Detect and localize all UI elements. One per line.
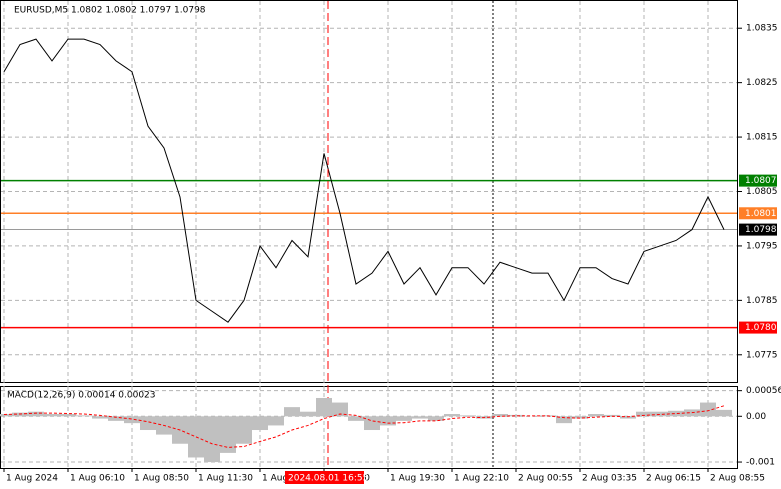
histogram-bar [252,416,268,431]
histogram-bar [60,414,76,417]
histogram-bar [76,415,92,417]
price-line [3,38,725,323]
histogram-bar [28,411,44,417]
histogram-bar [620,416,636,419]
histogram-bar [316,397,332,417]
crosshair-label: 2024.08.01 16:55 [288,474,368,484]
x-tick-label: 50 [359,474,371,484]
histogram-bar [412,416,428,419]
level-label: 1.0780 [745,323,777,333]
y-tick-label: 1.0795 [746,241,778,251]
histogram-bar [700,402,716,417]
histogram-bar [572,416,588,419]
x-tick-label: 2 Aug 08:55 [710,474,765,484]
x-tick-label: 1 Aug [262,474,288,484]
x-tick-label: 2 Aug 00:55 [518,474,573,484]
y-tick-label: 0.00056 [746,386,781,396]
level-label-bg [739,207,777,220]
histogram-bar [124,416,140,424]
x-tick-label: 2 Aug 06:15 [646,474,701,484]
macd-title: MACD(12,26,9) 0.00014 0.00023 [7,391,156,401]
histogram-bar [236,416,252,444]
histogram-bar [348,416,364,421]
histogram-bar [716,409,732,417]
histogram-bar [428,416,444,421]
level-label-bg [739,321,777,334]
histogram-bar [556,416,572,424]
y-tick-label: -0.001 [746,458,775,468]
histogram-bar [108,416,124,421]
level-label-bg [739,223,777,236]
level-label-bg [739,174,777,187]
level-label: 1.0801 [745,209,777,219]
histogram-bar [444,414,460,417]
histogram-bar [0,414,12,417]
histogram-bar [220,416,236,453]
histogram-bar [652,411,668,417]
histogram-bar [364,416,380,431]
histogram-bar [140,416,156,431]
histogram-bar [508,414,524,417]
x-tick-label: 1 Aug 06:10 [70,474,125,484]
y-tick-label: 0.00 [746,412,766,422]
histogram-bar [204,416,220,463]
histogram-bar [380,416,396,426]
level-label: 1.0798 [745,225,777,235]
signal-line [3,405,725,448]
histogram-bar [396,416,412,421]
y-tick-label: 1.0775 [746,350,778,360]
histogram-bar [636,411,652,417]
main-frame [0,0,738,383]
y-tick-label: 1.0785 [746,296,778,306]
y-tick-label: 1.0815 [746,133,778,143]
x-tick-label: 1 Aug 22:10 [454,474,509,484]
histogram-bar [668,410,684,417]
y-tick-label: 1.0805 [746,187,778,197]
x-tick-label: 1 Aug 11:30 [198,474,253,484]
x-tick-label: 2 Aug 03:35 [582,474,637,484]
macd-frame [0,386,738,469]
x-tick-label: 1 Aug 2024 [6,474,58,484]
histogram-bar [92,416,108,419]
histogram-bar [492,414,508,417]
y-tick-label: 1.0835 [746,24,778,34]
crosshair-label-bg [285,471,364,484]
histogram-bar [268,416,284,426]
x-tick-label: 1 Aug 19:30 [390,474,445,484]
y-tick-label: 1.0825 [746,78,778,88]
level-label: 1.0807 [745,176,777,186]
histogram-bar [284,407,300,417]
x-tick-label: 1 Aug 08:50 [134,474,189,484]
histogram-bar [460,415,476,417]
histogram-bar [44,414,60,417]
histogram-bar [604,414,620,417]
histogram-bar [332,402,348,417]
chart-title: EURUSD,M5 1.0802 1.0802 1.0797 1.0798 [14,6,206,16]
histogram-bar [300,411,316,417]
histogram-bar [588,414,604,417]
